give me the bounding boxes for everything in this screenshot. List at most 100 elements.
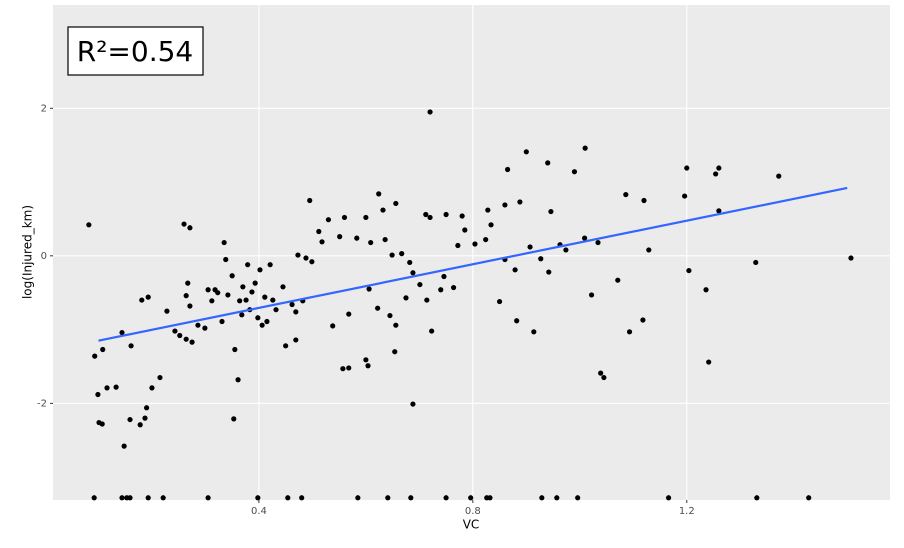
- point: [289, 301, 295, 308]
- point: [601, 374, 607, 381]
- point: [423, 211, 429, 218]
- point: [205, 287, 211, 293]
- point: [99, 421, 105, 427]
- point: [754, 495, 760, 501]
- y-tick-label: 0: [41, 251, 47, 262]
- point: [285, 495, 291, 501]
- point: [385, 495, 391, 501]
- point: [221, 239, 227, 246]
- point: [157, 374, 163, 381]
- point: [615, 277, 621, 283]
- point: [443, 211, 449, 218]
- point: [183, 336, 189, 342]
- point: [554, 495, 560, 501]
- point: [517, 199, 523, 205]
- x-axis-title: VC: [463, 518, 480, 532]
- point: [299, 495, 305, 501]
- point: [295, 252, 301, 258]
- point: [239, 312, 245, 318]
- point: [485, 207, 491, 213]
- point: [330, 323, 336, 329]
- point: [195, 322, 201, 328]
- point: [262, 294, 268, 300]
- point: [121, 443, 127, 449]
- point: [142, 415, 148, 421]
- point: [95, 391, 101, 398]
- point: [255, 315, 261, 321]
- point: [354, 235, 360, 241]
- point: [512, 267, 518, 273]
- annotation-box: [67, 26, 204, 76]
- point: [346, 311, 352, 317]
- panel: [53, 5, 890, 500]
- point: [527, 244, 533, 250]
- point: [703, 287, 709, 293]
- point: [160, 495, 166, 501]
- point: [215, 290, 221, 296]
- point: [393, 322, 399, 328]
- point: [303, 255, 309, 261]
- point: [283, 343, 289, 349]
- point: [546, 269, 552, 275]
- point: [376, 191, 382, 197]
- point: [496, 298, 503, 305]
- point: [231, 416, 237, 422]
- point: [229, 273, 235, 279]
- point: [531, 329, 537, 335]
- point: [127, 495, 133, 501]
- point: [571, 169, 578, 175]
- point: [441, 273, 447, 280]
- point: [346, 365, 352, 371]
- point: [245, 262, 251, 268]
- point: [183, 293, 189, 299]
- point: [264, 318, 270, 325]
- point: [267, 262, 273, 268]
- point: [626, 329, 633, 335]
- point: [408, 495, 414, 501]
- point: [128, 343, 134, 349]
- point: [86, 222, 92, 228]
- point: [113, 384, 119, 390]
- point: [145, 294, 151, 300]
- point: [455, 242, 461, 249]
- point: [100, 346, 106, 353]
- point: [240, 284, 246, 290]
- point: [293, 309, 299, 315]
- point: [487, 495, 493, 501]
- point: [563, 247, 569, 253]
- y-axis-title: log(Injured_km): [21, 205, 35, 299]
- point: [368, 239, 374, 246]
- point: [427, 109, 433, 115]
- point: [205, 495, 211, 501]
- point: [523, 149, 529, 155]
- point: [127, 416, 133, 423]
- point: [209, 298, 215, 304]
- point: [753, 259, 759, 266]
- point: [443, 495, 449, 501]
- point: [149, 385, 155, 391]
- point: [143, 405, 150, 411]
- point: [363, 357, 369, 363]
- point: [380, 207, 386, 213]
- point: [219, 318, 225, 325]
- point: [145, 495, 151, 501]
- point: [514, 318, 520, 324]
- point: [407, 259, 413, 266]
- point: [235, 377, 241, 383]
- point: [582, 235, 588, 241]
- x-tick-label: 0.4: [251, 506, 267, 517]
- point: [462, 227, 468, 233]
- point: [776, 173, 782, 179]
- point: [713, 171, 719, 177]
- point: [538, 256, 544, 262]
- point: [340, 366, 346, 372]
- point: [119, 495, 125, 501]
- point: [187, 303, 193, 309]
- point: [459, 213, 465, 219]
- point: [410, 401, 416, 407]
- point: [307, 197, 313, 204]
- point: [382, 236, 388, 243]
- point: [355, 495, 361, 501]
- point: [706, 359, 712, 365]
- point: [393, 200, 399, 207]
